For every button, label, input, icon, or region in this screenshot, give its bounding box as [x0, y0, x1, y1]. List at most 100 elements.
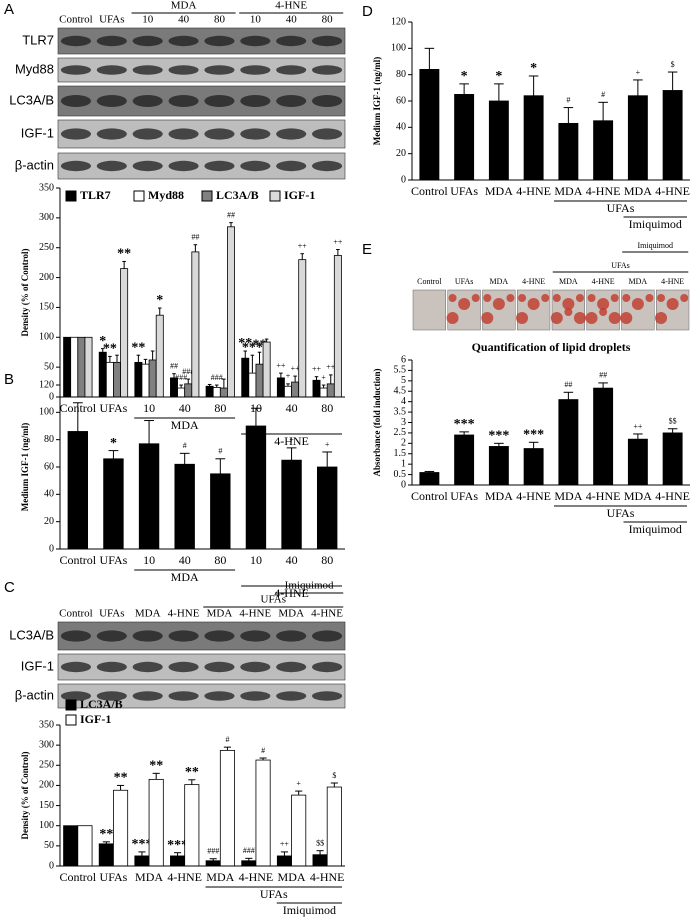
group-label: UFAs — [611, 261, 630, 270]
lipid-stain — [587, 294, 596, 302]
significance-label: + — [325, 440, 330, 449]
band — [96, 95, 127, 107]
y-axis-label: Absorbance (fold induction) — [372, 368, 382, 476]
error-bar — [424, 47, 435, 70]
lipid-stain — [527, 298, 540, 310]
bar — [326, 383, 335, 398]
lane-label: UFAs — [455, 277, 474, 286]
error-bar — [215, 458, 226, 474]
lane-label: Control — [417, 277, 442, 286]
bar — [77, 336, 86, 398]
panel-letter: C — [4, 579, 15, 596]
x-tick-label: 4-HNE — [586, 489, 621, 503]
error-bar — [245, 857, 253, 861]
y-tick-label: 3.5 — [394, 406, 407, 417]
x-tick-label: 40 — [179, 553, 191, 567]
band — [204, 95, 235, 107]
band — [240, 65, 271, 75]
band — [204, 661, 235, 673]
significance-label: *** — [167, 838, 188, 853]
group-label: MDA — [171, 418, 199, 432]
bar — [454, 434, 475, 486]
bar — [120, 268, 129, 398]
band — [60, 691, 92, 701]
row-label: TLR7 — [22, 32, 54, 47]
band — [240, 128, 271, 140]
error-bar — [667, 71, 678, 91]
band — [132, 128, 163, 140]
bar — [227, 226, 235, 398]
y-tick-label: 4 — [401, 396, 406, 407]
lane-label: 10 — [142, 14, 154, 26]
legend-label: IGF-1 — [284, 188, 315, 202]
band — [168, 35, 199, 47]
error-bar — [143, 358, 148, 365]
legend-swatch — [201, 190, 213, 202]
bar — [291, 794, 307, 867]
y-tick-label: 20 — [396, 148, 406, 159]
x-tick-label: Control — [411, 184, 448, 198]
significance-label: ## — [564, 380, 572, 389]
band — [96, 65, 127, 75]
row-label: Myd88 — [15, 61, 54, 76]
bar — [262, 341, 271, 398]
bar — [255, 759, 271, 867]
significance-label: * — [495, 69, 502, 84]
lipid-stain — [573, 312, 586, 324]
bar — [138, 443, 160, 550]
error-bar — [209, 858, 217, 861]
error-bar — [494, 442, 504, 447]
bar — [319, 387, 328, 398]
bar — [248, 372, 257, 398]
error-bar — [243, 350, 248, 359]
bar — [276, 855, 292, 867]
bar — [113, 361, 121, 398]
error-bar — [229, 222, 233, 227]
x-tick-label: 10 — [250, 553, 262, 567]
bar — [298, 259, 307, 398]
band — [240, 661, 271, 673]
error-bar — [223, 746, 231, 751]
panel-letter: D — [362, 3, 373, 20]
legend-swatch — [133, 190, 145, 202]
band — [96, 661, 127, 673]
bar — [148, 778, 164, 867]
row-label: IGF-1 — [21, 125, 54, 140]
legend-swatch — [65, 699, 77, 711]
band — [240, 95, 271, 107]
lipid-stain — [448, 294, 457, 302]
error-bar — [257, 351, 262, 365]
band — [96, 160, 127, 172]
bar — [84, 336, 93, 398]
lipid-stain — [610, 294, 619, 302]
error-bar — [336, 249, 340, 256]
band — [204, 630, 235, 642]
bar — [523, 448, 544, 486]
x-tick-label: UFAs — [100, 870, 128, 884]
y-tick-label: 200 — [39, 272, 54, 283]
lipid-stain — [541, 294, 550, 302]
group-label: Imiquimod — [283, 903, 336, 917]
significance-label: $ — [332, 771, 336, 780]
error-bar — [563, 391, 574, 400]
lipid-stain — [458, 298, 471, 310]
error-bar — [321, 384, 326, 389]
bar — [98, 351, 107, 398]
bar — [627, 95, 648, 181]
bar — [205, 860, 221, 867]
bar — [70, 336, 79, 398]
legend-label: IGF-1 — [80, 712, 111, 726]
lipid-stain — [564, 308, 573, 316]
significance-label: ## — [599, 371, 607, 380]
band — [168, 661, 199, 673]
band — [276, 65, 307, 75]
bar — [63, 825, 79, 867]
significance-label: * — [156, 293, 163, 308]
x-tick-label: 80 — [321, 401, 333, 415]
band — [96, 630, 127, 642]
significance-label: + — [296, 779, 301, 788]
band — [96, 35, 127, 47]
band — [60, 128, 92, 140]
error-bar — [152, 772, 160, 780]
